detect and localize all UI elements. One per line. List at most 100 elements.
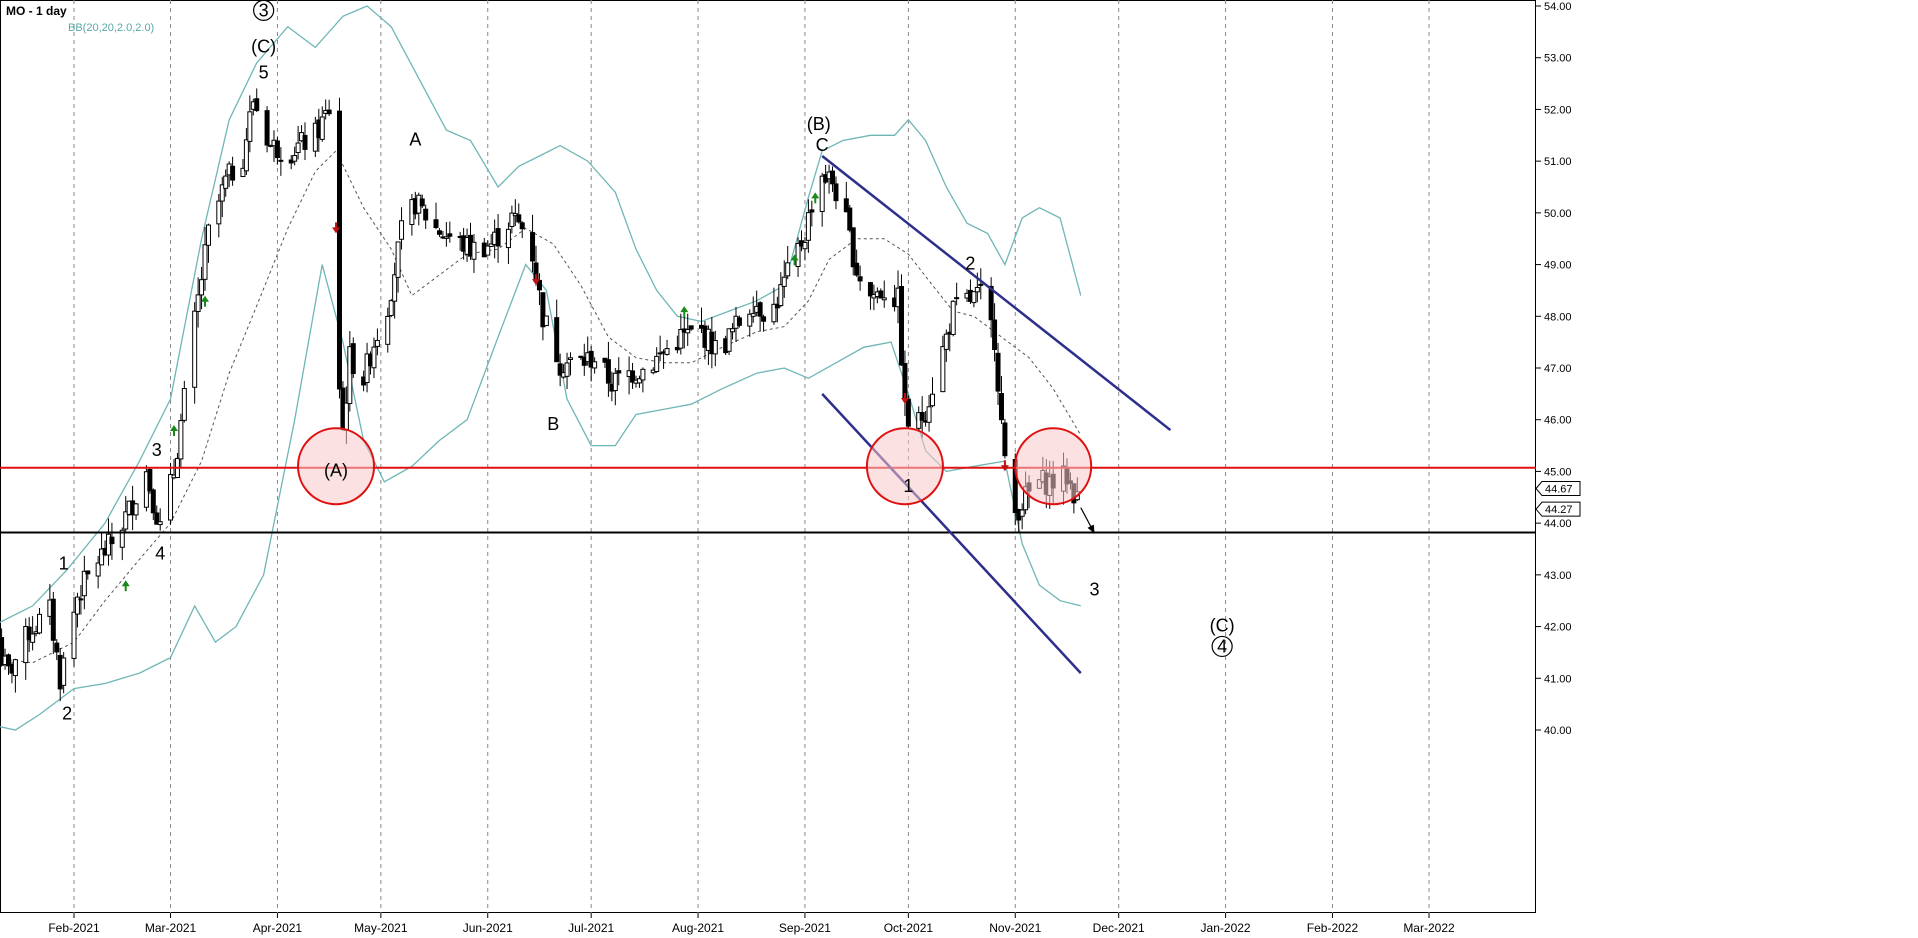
candle-body — [264, 110, 270, 146]
candle-body — [640, 368, 646, 381]
signal-up-arrow — [811, 192, 820, 199]
candle-body — [802, 241, 808, 250]
candle-body — [657, 352, 663, 355]
candle-body — [95, 562, 101, 577]
candle-body — [971, 291, 977, 304]
signal-down-arrow — [532, 279, 541, 286]
candle-body — [878, 290, 884, 299]
signal-up-arrow — [680, 306, 689, 313]
y-tick-label: 49.00 — [1544, 260, 1572, 272]
signal-up-arrow — [201, 295, 210, 302]
candle-body — [516, 214, 522, 223]
candle-body — [540, 292, 546, 328]
candle-body — [30, 633, 36, 643]
candle-body — [926, 406, 932, 423]
candle-body — [785, 262, 791, 277]
candle-body — [795, 243, 801, 268]
candle-body — [881, 297, 887, 301]
candle-body — [612, 372, 618, 392]
candle-body — [292, 155, 298, 162]
candle-body — [664, 348, 670, 355]
candle-body — [567, 357, 573, 360]
wave-label: 3 — [259, 0, 269, 20]
wave-label: (A) — [324, 461, 348, 481]
bollinger-middle — [0, 149, 1082, 664]
candle-body — [588, 350, 594, 368]
candle-body — [830, 170, 836, 185]
candle-body — [433, 219, 439, 229]
y-tick-label: 53.00 — [1544, 53, 1572, 65]
candle-body — [778, 284, 784, 307]
candle-body — [274, 140, 280, 159]
x-tick-label: Dec-2021 — [1093, 921, 1145, 935]
candles — [0, 88, 1080, 702]
candle-body — [843, 198, 849, 213]
wave-label: 3 — [1090, 580, 1100, 600]
candle-body — [564, 362, 570, 377]
candle-body — [99, 548, 105, 566]
signal-up-arrow — [790, 254, 799, 261]
y-tick-label: 46.00 — [1544, 415, 1572, 427]
candle-body — [50, 598, 56, 641]
candle-body — [678, 329, 684, 349]
candle-body — [636, 378, 642, 384]
candle-body — [781, 276, 787, 287]
candle-body — [336, 110, 342, 390]
candle-body — [712, 340, 718, 355]
wave-label: 4 — [155, 543, 165, 563]
bollinger-upper — [0, 5, 1082, 623]
candle-body — [85, 570, 91, 575]
y-tick-label: 52.00 — [1544, 104, 1572, 116]
candle-body — [488, 243, 494, 247]
candle-body — [930, 393, 936, 407]
y-tick-label: 41.00 — [1544, 673, 1572, 685]
candle-body — [423, 208, 429, 221]
candle-body — [150, 489, 156, 514]
candle-body — [71, 611, 77, 659]
candle-body — [12, 659, 18, 677]
wave-label: (C) — [1210, 616, 1235, 636]
candle-body — [847, 207, 853, 231]
candle-body — [61, 657, 67, 686]
candle-body — [805, 212, 811, 241]
candle-body — [385, 315, 391, 345]
signal-down-arrow — [900, 398, 909, 405]
candle-body — [178, 420, 184, 460]
price-label-box — [1535, 501, 1581, 517]
candle-body — [730, 328, 736, 333]
y-tick-label: 47.00 — [1544, 363, 1572, 375]
candle-body — [243, 139, 249, 172]
candle-body — [119, 529, 125, 548]
x-tick-label: Mar-2021 — [145, 921, 197, 935]
candle-body — [192, 310, 198, 388]
candle-body — [750, 313, 756, 317]
candle-body — [519, 222, 525, 230]
candle-body — [105, 533, 111, 556]
candle-body — [974, 286, 980, 293]
candle-body — [247, 111, 253, 142]
indicator-label: BB(20,20,2.0,2.0) — [68, 22, 155, 34]
candle-body — [109, 536, 115, 545]
candle-body — [471, 241, 477, 260]
candle-body — [674, 347, 680, 351]
candle-body — [302, 134, 308, 150]
x-tick-label: Aug-2021 — [672, 921, 724, 935]
candle-body — [181, 388, 187, 421]
candle-body — [199, 279, 205, 296]
candle-body — [443, 236, 449, 239]
candle-body — [205, 224, 211, 246]
candle-body — [254, 98, 260, 112]
candle-body — [509, 212, 515, 228]
candle-body — [578, 355, 584, 359]
candle-body — [688, 325, 694, 330]
channel-lower-line — [821, 393, 1082, 674]
signal-up-arrow — [169, 425, 178, 432]
y-tick-label: 43.00 — [1544, 570, 1572, 582]
candle-body — [37, 613, 43, 634]
candle-body — [867, 282, 873, 297]
x-tick-label: Oct-2021 — [884, 921, 934, 935]
channel-upper-line — [821, 154, 1172, 432]
candle-body — [616, 370, 622, 374]
candle-body — [536, 279, 542, 291]
x-tick-label: Jun-2021 — [463, 921, 513, 935]
